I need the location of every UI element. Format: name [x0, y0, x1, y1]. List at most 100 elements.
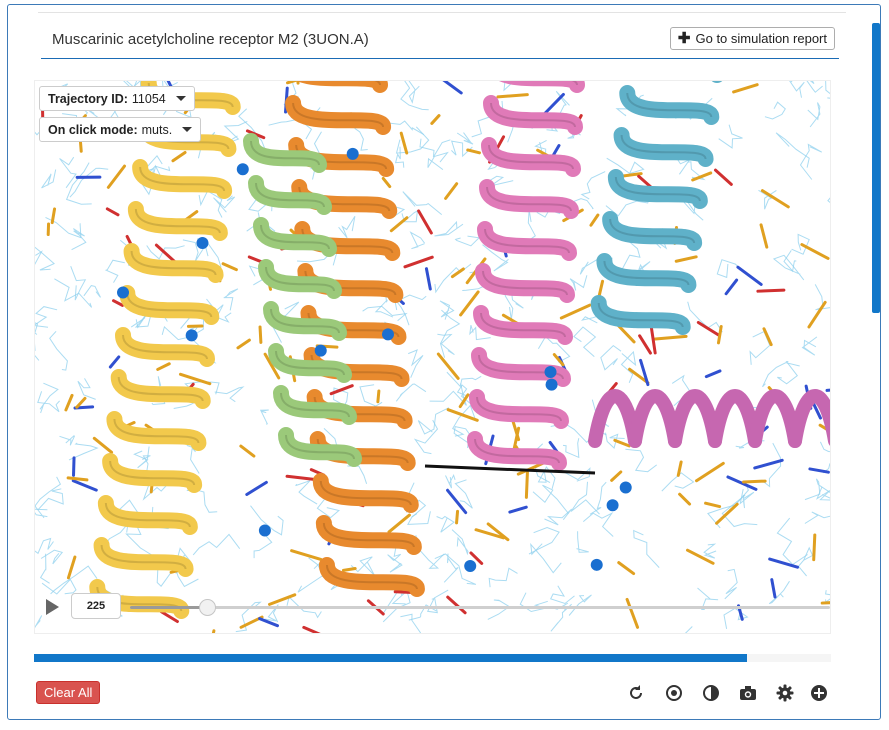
plus-circle-icon[interactable]	[810, 684, 828, 702]
density-mesh	[445, 474, 456, 489]
viewer-toolbar: Clear All	[36, 680, 831, 706]
density-mesh	[77, 378, 96, 400]
density-mesh	[409, 231, 425, 250]
residue-stick	[50, 207, 57, 225]
residue-stick	[704, 369, 722, 379]
residue-stick	[820, 601, 830, 605]
helix-edge	[322, 522, 415, 548]
helix-edge	[104, 502, 191, 528]
density-mesh	[259, 409, 269, 425]
atom-sphere	[590, 558, 603, 571]
helix-ribbon	[119, 285, 220, 325]
density-mesh	[804, 478, 830, 501]
helix-edge	[113, 418, 200, 444]
trajectory-select[interactable]: Trajectory ID: 11054	[39, 86, 195, 111]
density-mesh	[615, 94, 644, 117]
gear-icon[interactable]	[776, 684, 794, 702]
residue-stick	[341, 567, 357, 572]
density-mesh	[452, 404, 476, 437]
density-mesh	[783, 250, 797, 273]
density-mesh	[408, 349, 424, 378]
reset-icon[interactable]	[627, 684, 645, 702]
residue-stick	[424, 267, 432, 291]
density-mesh	[407, 511, 431, 525]
scrollbar[interactable]	[872, 23, 880, 313]
helix-ribbon	[481, 137, 581, 177]
camera-icon[interactable]	[739, 684, 757, 702]
helix-ribbon	[318, 557, 425, 597]
residue-stick	[258, 617, 279, 628]
helix-ribbon	[469, 389, 569, 429]
density-mesh	[532, 484, 569, 514]
residue-stick	[450, 267, 465, 279]
density-mesh	[400, 81, 429, 111]
residue-stick	[762, 327, 773, 347]
slider-thumb[interactable]	[199, 599, 216, 616]
frame-slider[interactable]	[130, 599, 830, 616]
density-mesh	[486, 175, 514, 187]
residue-stick	[685, 548, 715, 565]
residue-stick	[552, 353, 565, 367]
density-mesh	[37, 488, 64, 511]
atom-sphere	[236, 163, 249, 176]
density-mesh	[570, 481, 600, 515]
residue-stick	[638, 334, 652, 355]
play-icon[interactable]	[46, 599, 59, 615]
residue-stick	[674, 255, 698, 263]
residue-stick	[156, 362, 171, 371]
helix-edge	[571, 81, 578, 86]
helix-edge	[490, 102, 576, 128]
helix-ribbon	[110, 369, 211, 409]
density-mesh	[814, 284, 830, 311]
residue-stick	[691, 171, 713, 182]
density-mesh	[764, 101, 786, 120]
helix-ribbon	[297, 81, 388, 93]
density-mesh	[385, 120, 425, 136]
page-title: Muscarinic acetylcholine receptor M2 (3U…	[52, 31, 369, 48]
helix-edge	[139, 166, 226, 192]
density-mesh	[687, 301, 723, 333]
atom-sphere	[606, 499, 619, 512]
residue-stick	[617, 561, 636, 576]
residue-stick	[695, 461, 725, 483]
density-mesh	[768, 580, 790, 605]
residue-stick	[732, 83, 759, 94]
clear-all-button[interactable]: Clear All	[36, 681, 101, 704]
residue-stick	[808, 467, 830, 474]
density-mesh	[450, 140, 473, 158]
helix-ribbon	[613, 127, 714, 167]
center-icon[interactable]	[665, 684, 683, 702]
residue-stick	[403, 255, 434, 269]
helix-ribbon	[602, 211, 703, 251]
caret-down-icon	[175, 96, 186, 101]
density-mesh	[772, 254, 805, 281]
residue-stick	[329, 384, 354, 396]
structure-canvas[interactable]	[35, 81, 831, 634]
frame-number[interactable]: 225	[71, 593, 121, 619]
helix-edge	[480, 312, 566, 338]
residue-stick	[159, 610, 179, 624]
contrast-icon[interactable]	[702, 684, 720, 702]
go-to-report-button[interactable]: ✚ Go to simulation report	[669, 27, 835, 50]
density-mesh	[804, 511, 830, 524]
helix-ribbon	[132, 159, 233, 199]
loading-bar	[34, 654, 831, 662]
residue-stick	[258, 325, 263, 344]
residue-stick	[768, 557, 800, 569]
click-mode-select[interactable]: On click mode: muts.	[39, 117, 202, 142]
density-mesh	[413, 419, 439, 455]
density-mesh	[35, 354, 40, 361]
helix-ribbon	[106, 411, 207, 451]
helix-ribbon	[248, 175, 332, 215]
atom-sphere	[544, 366, 557, 379]
residue-stick	[613, 438, 631, 448]
residue-stick	[543, 92, 565, 116]
residue-stick	[105, 207, 120, 217]
density-mesh	[400, 613, 422, 633]
helix-edge	[100, 544, 187, 570]
density-mesh	[799, 143, 823, 180]
molecular-viewer[interactable]: Trajectory ID: 11054 On click mode: muts…	[34, 80, 831, 634]
density-mesh	[186, 444, 200, 474]
helix-edge	[275, 350, 345, 376]
residue-stick	[625, 597, 640, 629]
